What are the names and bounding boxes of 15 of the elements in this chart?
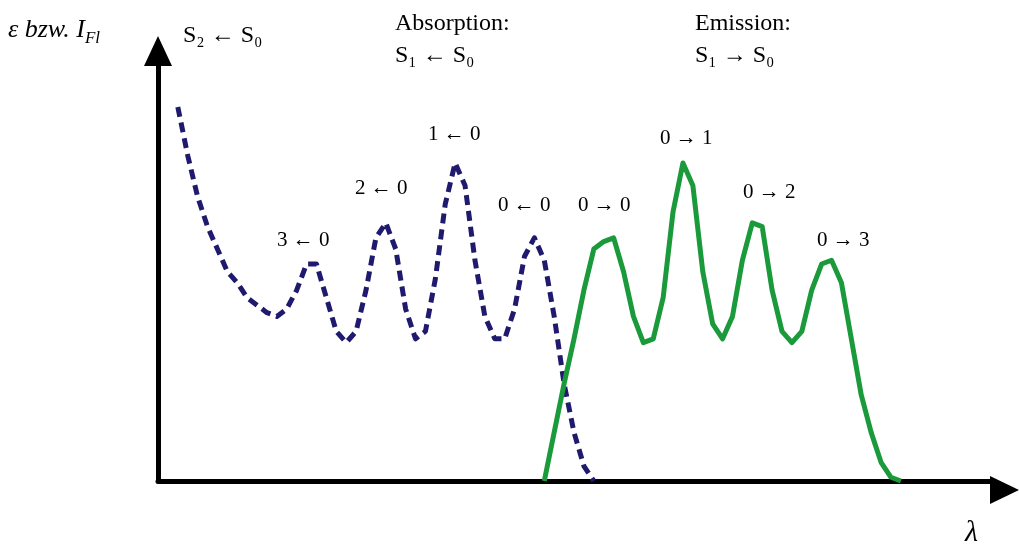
y-axis-title: ε bzw. I$_{Fl}$ (8, 14, 101, 49)
annotation: 0 → 2 (743, 178, 796, 203)
text: S₁ → S₀ (695, 41, 775, 67)
text: S₂ ← S₀ (183, 21, 263, 47)
text: Absorption: (395, 9, 510, 35)
annotation: 0 → 3 (817, 226, 870, 251)
annotation: 3 ← 0 (277, 226, 330, 251)
annotation: 0 → 0 (578, 191, 631, 216)
annotation: 0 → 1 (660, 124, 713, 149)
text: S₁ ← S₀ (395, 41, 475, 67)
annotation: 2 ← 0 (355, 174, 408, 199)
x-axis-title: λ (964, 513, 978, 545)
annotation: 1 ← 0 (428, 120, 481, 145)
text: Emission: (695, 9, 792, 35)
annotation: 0 ← 0 (498, 191, 551, 216)
